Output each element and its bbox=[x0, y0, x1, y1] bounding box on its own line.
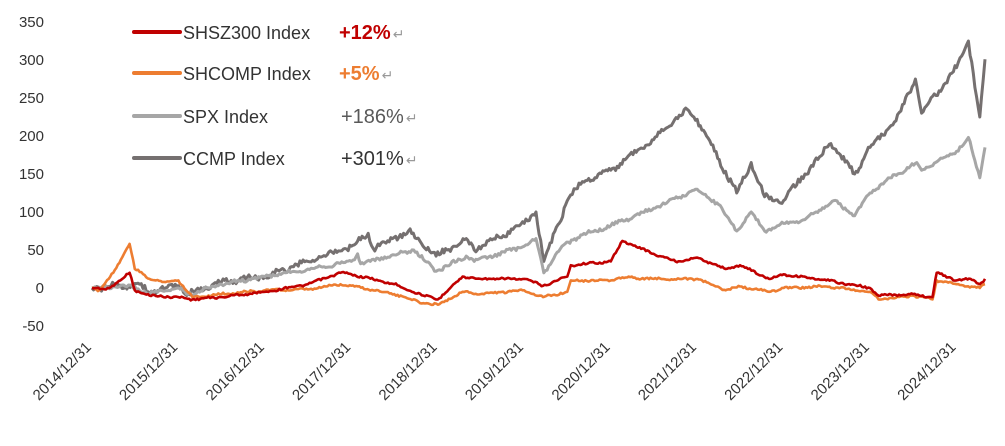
x-tick-label: 2018/12/31 bbox=[376, 339, 441, 404]
x-tick-label: 2023/12/31 bbox=[808, 339, 873, 404]
series-line bbox=[91, 239, 987, 302]
x-tick-label: 2020/12/31 bbox=[549, 339, 614, 404]
x-axis: 2014/12/31 2015/12/31 2016/12/31 2017/12/31… bbox=[30, 339, 960, 404]
y-tick-label: 200 bbox=[19, 128, 44, 145]
x-tick-label: 2015/12/31 bbox=[116, 339, 181, 404]
y-tick-label: 0 bbox=[36, 280, 44, 297]
y-axis: -50 0 50 100 150 200 250 300 350 bbox=[19, 14, 44, 335]
series-line bbox=[91, 242, 986, 307]
legend-label: SHCOMP Index bbox=[183, 64, 311, 84]
plot-area bbox=[90, 39, 987, 307]
y-tick-label: -50 bbox=[22, 318, 44, 335]
x-tick-label: 2016/12/31 bbox=[203, 339, 268, 404]
return-symbol-icon: ↵ bbox=[406, 111, 418, 127]
return-symbol-icon: ↵ bbox=[393, 27, 405, 43]
legend-return-label: +5% bbox=[339, 63, 380, 85]
legend-label: SHSZ300 Index bbox=[183, 23, 310, 43]
legend-label: SPX Index bbox=[183, 107, 268, 127]
x-tick-label: 2021/12/31 bbox=[635, 339, 700, 404]
legend-label: CCMP Index bbox=[183, 149, 285, 169]
y-tick-label: 250 bbox=[19, 90, 44, 107]
x-tick-label: 2024/12/31 bbox=[894, 339, 959, 404]
y-tick-label: 150 bbox=[19, 166, 44, 183]
series-line bbox=[90, 39, 987, 297]
series-line bbox=[91, 136, 987, 297]
y-tick-label: 100 bbox=[19, 204, 44, 221]
y-tick-label: 300 bbox=[19, 52, 44, 69]
legend-return-label: +12% bbox=[339, 22, 391, 44]
legend-return-label: +186% bbox=[341, 106, 404, 128]
return-symbol-icon: ↵ bbox=[406, 153, 418, 169]
x-tick-label: 2019/12/31 bbox=[462, 339, 527, 404]
y-tick-label: 50 bbox=[27, 242, 44, 259]
x-tick-label: 2017/12/31 bbox=[289, 339, 354, 404]
return-symbol-icon: ↵ bbox=[382, 68, 394, 84]
legend: SHSZ300 Index +12% ↵SHCOMP Index +5% ↵SPX In… bbox=[132, 22, 418, 170]
x-tick-label: 2014/12/31 bbox=[30, 339, 95, 404]
y-tick-label: 350 bbox=[19, 14, 44, 31]
legend-return-label: +301% bbox=[341, 148, 404, 170]
x-tick-label: 2022/12/31 bbox=[721, 339, 786, 404]
